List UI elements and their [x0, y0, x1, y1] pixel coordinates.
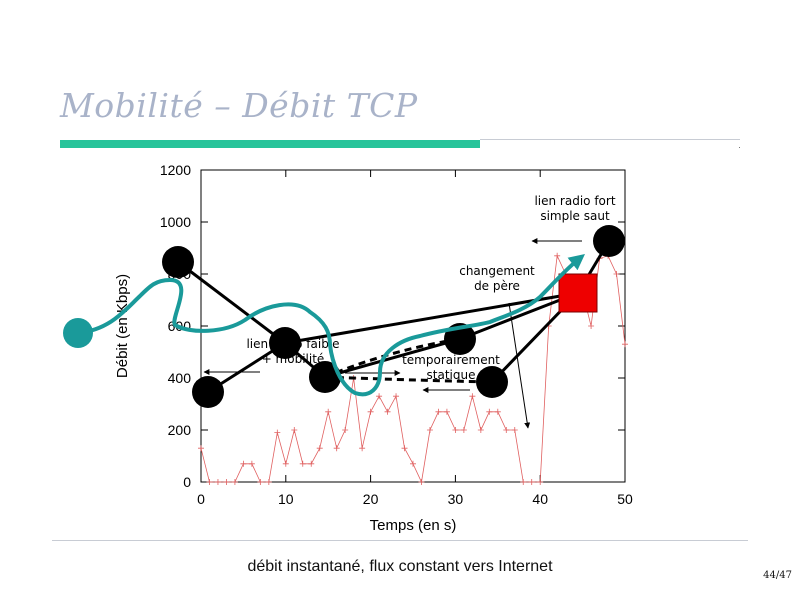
mobility-path-arrow	[76, 254, 585, 397]
data-point	[622, 341, 628, 348]
node-g	[593, 225, 625, 257]
node-a	[162, 246, 194, 278]
arrow-changement	[508, 302, 531, 429]
data-point	[528, 479, 535, 485]
link-4	[284, 291, 579, 345]
data-point	[452, 427, 459, 433]
data-point	[257, 479, 264, 485]
data-point	[248, 460, 255, 467]
data-point	[384, 408, 391, 415]
data-point	[418, 479, 425, 485]
data-point	[316, 445, 323, 452]
annotation-fort: lien radio fort	[534, 194, 615, 208]
x-tick-label: 10	[278, 491, 294, 507]
x-axis-label: Temps (en s)	[370, 517, 457, 534]
title-rule	[480, 139, 740, 140]
data-point	[443, 408, 450, 415]
data-point	[223, 479, 230, 485]
node-f	[476, 366, 508, 398]
link-1	[177, 260, 286, 345]
data-point	[393, 393, 400, 400]
annotation-changement: de père	[474, 279, 520, 293]
data-point	[401, 445, 408, 452]
node-c	[269, 327, 301, 359]
data-point	[231, 479, 238, 485]
slide-title: Mobilité – Débit TCP	[60, 86, 418, 125]
x-tick-label: 40	[532, 491, 548, 507]
data-point	[460, 427, 467, 433]
annotation-statique: temporairement	[402, 353, 500, 367]
data-point	[359, 445, 366, 452]
annotation-statique: statique	[427, 368, 476, 382]
data-point	[511, 427, 518, 433]
data-point	[435, 408, 442, 415]
slide-caption: débit instantané, flux constant vers Int…	[247, 558, 553, 575]
data-point	[554, 252, 561, 259]
footer-rule	[52, 540, 748, 541]
data-point	[477, 427, 484, 433]
x-tick-label: 50	[617, 491, 633, 507]
data-point	[588, 323, 595, 329]
decorative-dot	[739, 147, 740, 148]
data-point	[494, 408, 501, 415]
data-point	[308, 460, 315, 467]
page-number: 44/47	[763, 570, 792, 581]
x-tick-label: 30	[448, 491, 464, 507]
data-point	[206, 479, 213, 485]
dashed-link-2	[324, 375, 493, 384]
node-d	[309, 361, 341, 393]
throughput-chart: 01020304050020040060080010001200Temps (e…	[63, 162, 633, 534]
annotation-changement: changement	[459, 264, 535, 278]
data-point	[333, 445, 340, 452]
data-point	[520, 479, 527, 485]
data-point	[282, 460, 289, 467]
y-tick-label: 1200	[160, 162, 191, 178]
data-point	[274, 429, 281, 436]
link-5	[324, 337, 461, 379]
y-axis-label: Débit (en Kbps)	[114, 274, 131, 378]
data-point	[325, 408, 332, 415]
data-point	[299, 460, 306, 467]
x-tick-label: 0	[197, 491, 205, 507]
data-point	[486, 408, 493, 415]
x-tick-label: 20	[363, 491, 379, 507]
gateway-square	[558, 273, 598, 313]
data-point	[503, 427, 510, 433]
data-point	[265, 479, 272, 485]
data-point	[291, 427, 298, 433]
data-point	[426, 427, 433, 433]
y-tick-label: 400	[168, 370, 192, 386]
annotation-fort: simple saut	[540, 209, 610, 223]
data-point	[214, 479, 221, 485]
y-tick-label: 0	[183, 474, 191, 490]
data-point	[537, 479, 544, 485]
data-point	[613, 271, 620, 277]
data-point	[376, 393, 383, 400]
node-b	[192, 376, 224, 408]
data-point	[469, 393, 476, 400]
data-point	[410, 460, 416, 467]
link-6	[459, 291, 579, 341]
y-tick-label: 1000	[160, 214, 191, 230]
data-point	[240, 460, 247, 467]
title-accent-bar	[60, 140, 480, 148]
data-point	[367, 408, 374, 415]
data-point	[342, 427, 349, 433]
data-point	[198, 445, 204, 452]
y-tick-label: 200	[168, 422, 192, 438]
